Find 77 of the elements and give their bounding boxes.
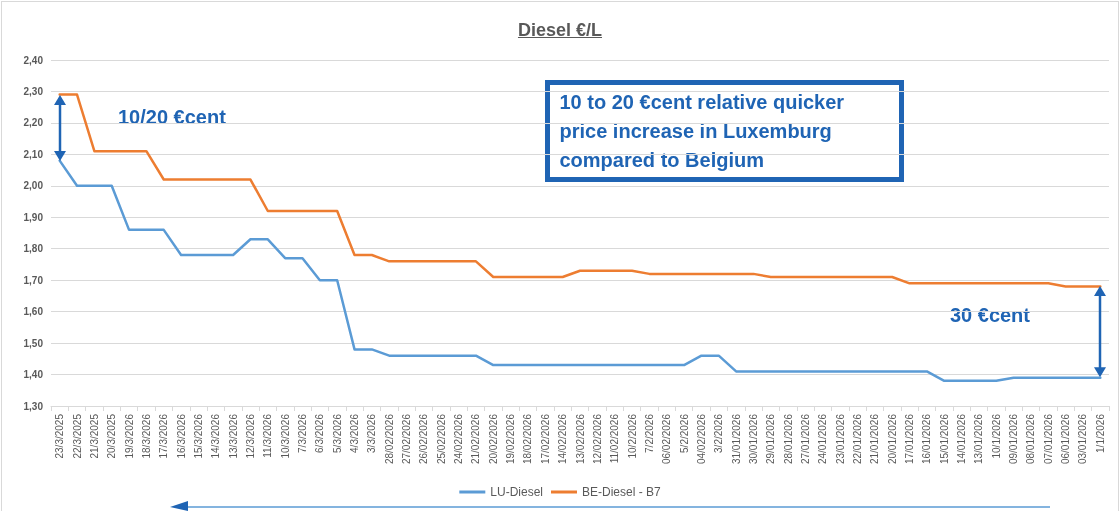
x-tick-label: 06/01/2026 [1060, 413, 1072, 465]
x-tick-label: 23/01/2026 [834, 413, 846, 465]
y-tick-label: 1,50 [23, 337, 44, 349]
x-tick-label: 21/3/2025 [88, 413, 100, 459]
x-tick-label: 10/3/2026 [279, 413, 291, 459]
x-tick-label: 07/01/2026 [1042, 413, 1054, 465]
x-tick-label: 20/3/2025 [106, 413, 118, 459]
x-tick-label: 28/02/2026 [383, 413, 395, 465]
x-tick-label: 04/02/2026 [695, 413, 707, 465]
x-tick-label: 06/02/2026 [661, 413, 673, 465]
x-tick-label: 13/3/2026 [227, 413, 239, 459]
x-tick-label: 6/3/2026 [314, 413, 326, 453]
y-tick-label: 1,70 [23, 274, 44, 286]
x-tick-label: 17/02/2026 [539, 413, 551, 465]
x-tick-label: 29/01/2026 [765, 413, 777, 465]
y-tick-label: 1,60 [23, 306, 44, 318]
x-tick-label: 27/02/2026 [401, 413, 413, 465]
x-tick-label: 13/02/2026 [574, 413, 586, 465]
x-tick-label: 17/3/2026 [158, 413, 170, 459]
x-tick-label: 15/01/2026 [938, 413, 950, 465]
y-tick-label: 1,40 [23, 369, 44, 381]
x-tick-label: 30/01/2026 [747, 413, 759, 465]
x-tick-label: 12/3/2026 [244, 413, 256, 459]
x-tick-label: 11/02/2026 [609, 413, 621, 464]
legend-label: BE-Diesel - B7 [582, 485, 662, 499]
x-tick-label: 17/01/2026 [904, 413, 916, 465]
x-tick-label: 5/3/2026 [331, 413, 343, 453]
x-tick-label: 03/01/2026 [1077, 413, 1089, 465]
x-tick-label: 15/3/2026 [192, 413, 204, 459]
x-tick-label: 13/01/2026 [973, 413, 985, 465]
x-tick-label: 22/3/2025 [71, 413, 83, 459]
x-tick-label: 20/02/2026 [487, 413, 499, 465]
y-tick-label: 1,80 [23, 243, 44, 255]
x-tick-label: 14/01/2026 [956, 413, 968, 465]
x-tick-label: 3/2/2026 [713, 413, 725, 453]
x-tick-label: 27/01/2026 [799, 413, 811, 465]
x-tick-label: 31/01/2026 [730, 413, 742, 465]
x-tick-label: 21/01/2026 [869, 413, 881, 465]
y-tick-label: 2,00 [23, 180, 44, 192]
x-tick-label: 5/2/2026 [678, 413, 690, 453]
x-tick-label: 21/02/2026 [470, 413, 482, 465]
x-tick-label: 11/3/2026 [262, 413, 274, 458]
x-tick-label: 28/01/2026 [782, 413, 794, 465]
y-tick-label: 2,30 [23, 85, 44, 97]
x-tick-label: 18/3/2026 [140, 413, 152, 459]
y-tick-label: 2,10 [23, 148, 44, 160]
y-tick-label: 1,90 [23, 211, 44, 223]
y-tick-label: 2,40 [23, 54, 44, 66]
legend-label: LU-Diesel [490, 485, 543, 499]
x-tick-label: 7/2/2026 [643, 413, 655, 453]
x-tick-label: 10/2/2026 [626, 413, 638, 459]
x-tick-label: 10/1/2026 [990, 413, 1002, 459]
x-tick-label: 19/02/2026 [505, 413, 517, 465]
x-tick-label: 7/3/2026 [296, 413, 308, 453]
x-tick-label: 19/3/2026 [123, 413, 135, 459]
x-tick-label: 3/3/2026 [366, 413, 378, 453]
y-tick-label: 2,20 [23, 117, 44, 129]
x-tick-label: 4/3/2026 [349, 413, 361, 453]
x-tick-label: 24/02/2026 [453, 413, 465, 465]
x-tick-label: 1/1/2026 [1094, 413, 1106, 453]
x-tick-label: 24/01/2026 [817, 413, 829, 465]
x-tick-label: 12/02/2026 [591, 413, 603, 465]
y-tick-label: 1,30 [23, 400, 44, 412]
x-tick-label: 09/01/2026 [1008, 413, 1020, 465]
x-tick-label: 18/02/2026 [522, 413, 534, 465]
chart-title: Diesel €/L [517, 20, 603, 40]
x-tick-label: 26/02/2026 [418, 413, 430, 465]
x-tick-label: 14/02/2026 [557, 413, 569, 465]
x-tick-label: 22/01/2026 [852, 413, 864, 465]
x-tick-label: 25/02/2026 [435, 413, 447, 465]
x-tick-label: 20/01/2026 [886, 413, 898, 465]
x-tick-label: 23/3/2025 [54, 413, 66, 459]
annotation: 10 to 20 €cent relative quicker price increase in Luxemburg compared to Belgium [559, 91, 845, 171]
x-tick-label: 16/3/2026 [175, 413, 187, 459]
x-tick-label: 16/01/2026 [921, 413, 933, 465]
x-tick-label: 14/3/2026 [210, 413, 222, 459]
x-tick-label: 08/01/2026 [1025, 413, 1037, 465]
